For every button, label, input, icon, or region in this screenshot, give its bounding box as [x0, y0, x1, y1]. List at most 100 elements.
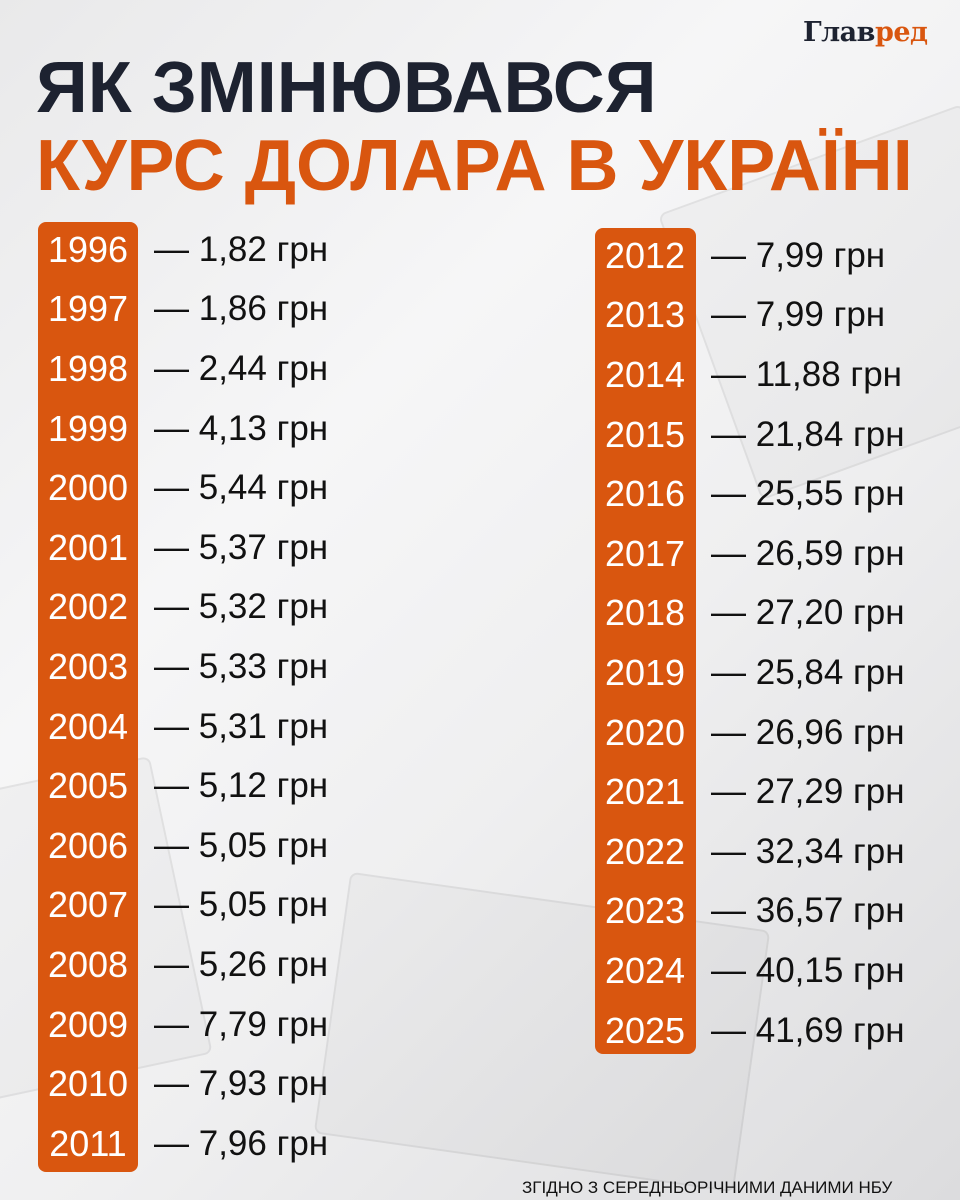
rate-value: — 25,55 грн	[711, 474, 905, 514]
rate-row: 1997 — 1,86 грн	[38, 280, 328, 340]
year-label: 1999	[47, 407, 129, 449]
rate-row: 2007 — 5,05 грн	[38, 876, 328, 936]
rate-row: 2008 — 5,26 грн	[38, 935, 328, 995]
rate-row: 2001 — 5,37 грн	[38, 518, 328, 578]
rate-value: — 2,44 грн	[154, 348, 329, 388]
rate-value: — 5,33 грн	[154, 646, 329, 686]
years-bar-right	[595, 228, 696, 1054]
rate-row: 1999 — 4,13 грн	[38, 399, 328, 459]
year-label: 2007	[47, 884, 129, 926]
rate-value: — 41,69 грн	[711, 1010, 905, 1050]
rate-row: 2006 — 5,05 грн	[38, 816, 328, 876]
rate-row: 2002 — 5,32 грн	[38, 578, 328, 638]
rate-value: — 25,84 грн	[711, 652, 905, 692]
year-label: 2018	[604, 592, 686, 634]
rate-value: — 7,96 грн	[154, 1123, 329, 1163]
rate-row: 2013 — 7,99 грн	[595, 286, 905, 346]
logo-part-1: Глав	[803, 17, 875, 48]
year-label: 2019	[604, 651, 686, 693]
rate-row: 2014 — 11,88 грн	[595, 345, 905, 405]
rate-row: 1998 — 2,44 грн	[38, 339, 328, 399]
left-column: 1996 — 1,82 грн 1997 — 1,86 грн 1998 — 2,44 г…	[38, 220, 328, 1174]
rate-row: 2005 — 5,12 грн	[38, 756, 328, 816]
year-label: 2016	[604, 473, 686, 515]
title-line-2: КУРС ДОЛАРА В УКРАЇНІ	[36, 126, 913, 206]
rate-row: 2022 — 32,34 грн	[595, 822, 905, 882]
rate-row: 2017 — 26,59 грн	[595, 524, 905, 584]
year-label: 2010	[47, 1063, 129, 1105]
rate-row: 2019 — 25,84 грн	[595, 643, 905, 703]
year-label: 2003	[47, 645, 129, 687]
rate-value: — 5,44 грн	[154, 468, 329, 508]
year-label: 2011	[49, 1122, 127, 1164]
rate-value: — 5,12 грн	[154, 766, 329, 806]
rate-value: — 27,20 грн	[711, 593, 905, 633]
rate-value: — 7,99 грн	[711, 235, 886, 275]
year-label: 2024	[604, 949, 686, 991]
year-label: 2013	[604, 294, 686, 336]
year-label: 2006	[47, 824, 129, 866]
rate-row: 2023 — 36,57 грн	[595, 882, 905, 942]
year-label: 1997	[47, 288, 129, 330]
rate-value: — 26,96 грн	[711, 712, 905, 752]
year-label: 2014	[604, 353, 686, 395]
rate-row: 1996 — 1,82 грн	[38, 220, 328, 280]
rate-value: — 27,29 грн	[711, 772, 905, 812]
rate-row: 2012 — 7,99 грн	[595, 226, 905, 286]
rate-row: 2000 — 5,44 грн	[38, 458, 328, 518]
year-label: 2008	[47, 943, 129, 985]
glavred-logo: Главред	[803, 18, 928, 48]
rate-value: — 5,31 грн	[154, 706, 329, 746]
rate-value: — 1,86 грн	[154, 289, 329, 329]
rate-row: 2024 — 40,15 грн	[595, 941, 905, 1001]
rate-value: — 32,34 грн	[711, 831, 905, 871]
rate-value: — 7,93 грн	[154, 1064, 329, 1104]
rate-row: 2020 — 26,96 грн	[595, 703, 905, 763]
year-label: 2025	[604, 1009, 686, 1051]
rate-value: — 26,59 грн	[711, 533, 905, 573]
rate-row: 2015 — 21,84 грн	[595, 405, 905, 465]
years-bar-left	[38, 222, 138, 1172]
year-label: 2001	[47, 526, 129, 568]
rate-row: 2025 — 41,69 грн	[595, 1001, 905, 1061]
rate-value: — 5,37 грн	[154, 527, 329, 567]
rate-value: — 11,88 грн	[711, 354, 902, 394]
rate-row: 2010 — 7,93 грн	[38, 1054, 328, 1114]
rate-row: 2004 — 5,31 грн	[38, 697, 328, 757]
rate-value: — 21,84 грн	[711, 414, 905, 454]
year-label: 2004	[47, 705, 129, 747]
year-label: 1998	[47, 347, 129, 389]
year-label: 1996	[47, 228, 129, 270]
rate-value: — 5,05 грн	[154, 885, 329, 925]
year-label: 2023	[604, 890, 686, 932]
rate-row: 2003 — 5,33 грн	[38, 637, 328, 697]
year-label: 2000	[47, 467, 129, 509]
year-label: 2012	[604, 234, 686, 276]
year-label: 2002	[47, 586, 129, 628]
rate-value: — 4,13 грн	[154, 408, 329, 448]
source-note: ЗГІДНО З СЕРЕДНЬОРІЧНИМИ ДАНИМИ НБУ	[522, 1178, 893, 1197]
rate-value: — 5,26 грн	[154, 944, 329, 984]
rate-value: — 1,82 грн	[154, 229, 329, 269]
logo-part-2: ред	[874, 17, 928, 48]
right-column: 2012 — 7,99 грн 2013 — 7,99 грн 2014 — 11,88 …	[595, 226, 905, 1060]
year-label: 2009	[47, 1003, 129, 1045]
rate-value: — 7,79 грн	[154, 1004, 329, 1044]
rate-row: 2018 — 27,20 грн	[595, 584, 905, 644]
year-label: 2022	[604, 830, 686, 872]
rate-value: — 40,15 грн	[711, 950, 905, 990]
year-label: 2005	[47, 765, 129, 807]
year-label: 2021	[604, 771, 686, 813]
rate-value: — 7,99 грн	[711, 295, 886, 335]
title-line-1: ЯК ЗМІНЮВАВСЯ	[36, 48, 657, 128]
year-label: 2020	[604, 711, 686, 753]
year-label: 2015	[604, 413, 686, 455]
year-label: 2017	[604, 532, 686, 574]
rate-value: — 36,57 грн	[711, 891, 905, 931]
rate-value: — 5,32 грн	[154, 587, 329, 627]
rate-row: 2011 — 7,96 грн	[38, 1114, 328, 1174]
rate-value: — 5,05 грн	[154, 825, 329, 865]
rate-row: 2021 — 27,29 грн	[595, 762, 905, 822]
rate-row: 2016 — 25,55 грн	[595, 464, 905, 524]
